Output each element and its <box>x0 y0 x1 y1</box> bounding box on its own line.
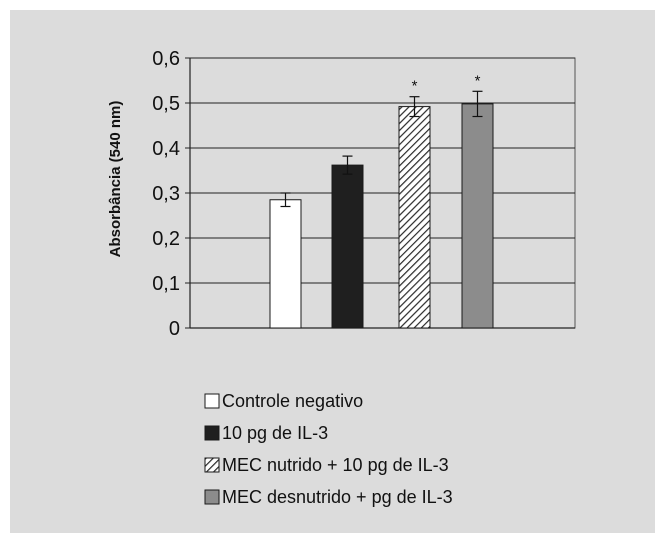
legend-swatch <box>204 393 220 409</box>
bar-chart: 0 0,1 0,2 0,3 0,4 0,5 0,6 * * Absorbância (540 n… <box>107 48 576 507</box>
y-tick-label: 0,3 <box>152 183 180 205</box>
chart-panel: 0 0,1 0,2 0,3 0,4 0,5 0,6 * * Absorbância (540 n… <box>10 10 655 533</box>
significance-marker: * <box>475 72 481 89</box>
y-axis-label: Absorbância (540 nm) <box>107 101 124 258</box>
significance-marker: * <box>412 78 418 95</box>
y-tick-label: 0,5 <box>152 93 180 115</box>
bar <box>331 164 364 329</box>
y-tick-label: 0,2 <box>152 228 180 250</box>
legend-label: MEC nutrido + 10 pg de IL-3 <box>222 455 449 475</box>
y-tick-label: 0,6 <box>152 48 180 70</box>
legend-label: Controle negativo <box>222 391 363 411</box>
legend-swatch <box>204 425 220 441</box>
bar <box>461 103 494 329</box>
bar <box>269 199 302 329</box>
legend-label: 10 pg de IL-3 <box>222 423 328 443</box>
legend-swatch <box>204 457 220 473</box>
plot-area: 0 0,1 0,2 0,3 0,4 0,5 0,6 * * <box>152 48 576 340</box>
bar <box>398 106 431 329</box>
legend-swatch <box>204 489 220 505</box>
legend: Controle negativo 10 pg de IL-3 MEC nutrid… <box>204 391 453 507</box>
legend-label: MEC desnutrido + pg de IL-3 <box>222 487 453 507</box>
y-tick-label: 0,4 <box>152 138 180 160</box>
y-tick-label: 0,1 <box>152 273 180 295</box>
y-tick-label: 0 <box>169 318 180 340</box>
